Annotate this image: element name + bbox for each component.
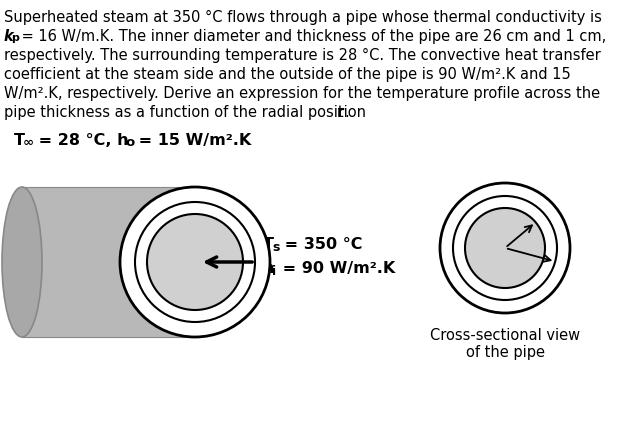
Text: Superheated steam at 350 °C flows through a pipe whose thermal conductivity is: Superheated steam at 350 °C flows throug… <box>4 10 602 25</box>
Text: r: r <box>510 252 519 270</box>
Text: T: T <box>263 237 274 252</box>
Bar <box>22 187 195 337</box>
Text: = 15 W/m².K: = 15 W/m².K <box>133 133 251 148</box>
Text: respectively. The surrounding temperature is 28 °C. The convective heat transfer: respectively. The surrounding temperatur… <box>4 48 601 63</box>
Circle shape <box>147 214 243 310</box>
Circle shape <box>135 202 255 322</box>
Text: 1: 1 <box>520 225 528 238</box>
Text: h: h <box>263 261 275 276</box>
Text: of the pipe: of the pipe <box>465 345 544 360</box>
Text: T: T <box>14 133 25 148</box>
Text: r: r <box>510 220 519 238</box>
Text: coefficient at the steam side and the outside of the pipe is 90 W/m².K and 15: coefficient at the steam side and the ou… <box>4 67 571 82</box>
Text: ∞: ∞ <box>23 136 34 149</box>
Text: = 28 °C, h: = 28 °C, h <box>33 133 128 148</box>
Text: 2: 2 <box>520 257 528 270</box>
Circle shape <box>440 183 570 313</box>
Ellipse shape <box>2 187 42 337</box>
Text: i: i <box>272 265 276 278</box>
Text: = 90 W/m².K: = 90 W/m².K <box>277 261 395 276</box>
Circle shape <box>465 208 545 288</box>
Text: o: o <box>125 136 134 149</box>
Text: .: . <box>344 105 349 120</box>
Circle shape <box>453 196 557 300</box>
Text: = 350 °C: = 350 °C <box>279 237 363 252</box>
Text: = 16 W/m.K. The inner diameter and thickness of the pipe are 26 cm and 1 cm,: = 16 W/m.K. The inner diameter and thick… <box>17 29 606 44</box>
Text: s: s <box>272 241 279 254</box>
Text: W/m².K, respectively. Derive an expression for the temperature profile across th: W/m².K, respectively. Derive an expressi… <box>4 86 600 101</box>
Circle shape <box>120 187 270 337</box>
Text: p: p <box>11 33 19 43</box>
Text: k: k <box>4 29 13 44</box>
Text: Cross-sectional view: Cross-sectional view <box>430 328 580 343</box>
Text: pipe thickness as a function of the radial position: pipe thickness as a function of the radi… <box>4 105 370 120</box>
Text: r: r <box>337 105 344 120</box>
